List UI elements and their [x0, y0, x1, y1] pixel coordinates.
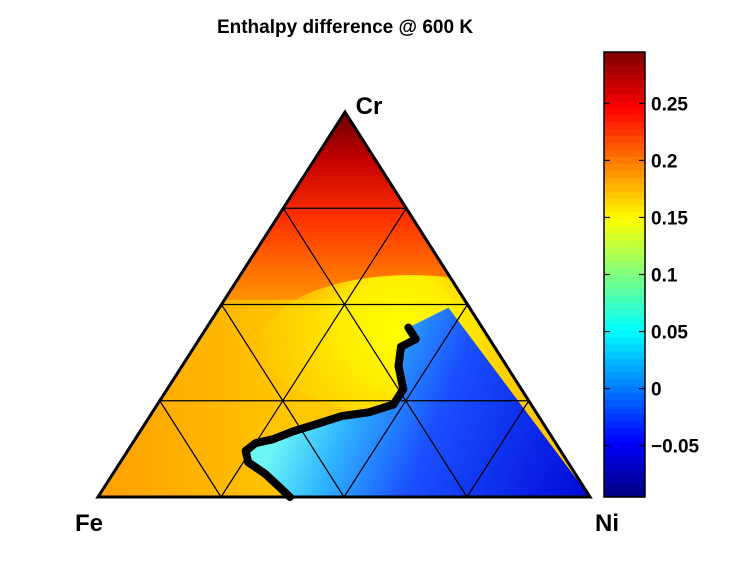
colorbar-strip: [604, 100, 645, 109]
colorbar-strip: [604, 72, 645, 81]
colorbar-strip: [604, 58, 645, 67]
colorbar-strip: [604, 135, 645, 143]
colorbar-strip: [604, 79, 645, 88]
colorbar-tick-label: 0: [651, 380, 662, 401]
grid-line-ni: [466, 400, 530, 498]
colorbar-strip: [604, 260, 645, 269]
colorbar-strip: [604, 114, 645, 123]
grid-line-fe: [159, 400, 222, 498]
zero-contour-line: [241, 323, 420, 501]
colorbar-tick-label: 0.25: [651, 94, 688, 115]
colorbar-strip: [604, 441, 645, 449]
colorbar-strip: [604, 121, 645, 130]
colorbar-strip: [604, 128, 645, 137]
colorbar-strip: [604, 462, 645, 470]
grid-line-fe: [220, 304, 345, 498]
colorbar-strip: [604, 309, 645, 317]
colorbar-strip: [604, 170, 645, 178]
colorbar-strip: [604, 302, 645, 310]
colorbar-strip: [604, 364, 645, 373]
vertex-label-ni: Ni: [595, 510, 619, 537]
colorbar-strip: [604, 295, 645, 303]
colorbar-ticks: 0.25 0.2 0.15 0.1 0.05 0 −0.05: [604, 94, 700, 458]
colorbar-strip: [604, 399, 645, 408]
colorbar-strip: [604, 232, 645, 241]
colorbar-strip: [604, 198, 645, 206]
colorbar-strips: [604, 52, 645, 498]
colorbar-strip: [604, 420, 645, 429]
negative-region: [245, 307, 590, 497]
colorbar-strip: [604, 184, 645, 192]
colorbar-strip: [604, 288, 645, 296]
colorbar-strip: [604, 86, 645, 95]
grid-line-ni: [343, 304, 469, 498]
colorbar-strip: [604, 267, 645, 276]
colorbar-strip: [604, 191, 645, 199]
colorbar-strip: [604, 156, 645, 164]
colorbar-strip: [604, 455, 645, 463]
colorbar-strip: [604, 357, 645, 366]
grid-line-fe: [282, 207, 468, 498]
colorbar-strip: [604, 107, 645, 116]
ternary-grid: [159, 207, 530, 498]
colorbar-strip: [604, 350, 645, 359]
colorbar-strip: [604, 52, 645, 60]
colorbar: 0.25 0.2 0.15 0.1 0.05 0 −0.05: [603, 51, 700, 498]
colorbar-strip: [604, 378, 645, 387]
colorbar-strip: [604, 469, 645, 477]
colorbar-tick-label: −0.05: [651, 437, 700, 458]
colorbar-strip: [604, 476, 645, 484]
colorbar-strip: [604, 163, 645, 171]
colorbar-strip: [604, 371, 645, 380]
colorbar-strip: [604, 316, 645, 324]
triangle-outline: [95, 109, 593, 499]
colorbar-strip: [604, 392, 645, 401]
colorbar-strip: [604, 253, 645, 262]
colorbar-strip: [604, 427, 645, 436]
colorbar-strip: [604, 448, 645, 456]
colorbar-strip: [604, 177, 645, 185]
colorbar-strip: [604, 344, 645, 352]
colorbar-strip: [604, 413, 645, 422]
colorbar-strip: [604, 281, 645, 290]
colorbar-strip: [604, 142, 645, 150]
colorbar-strip: [604, 239, 645, 248]
colorbar-strip: [604, 490, 645, 498]
colorbar-strip: [604, 204, 645, 213]
colorbar-tick-label: 0.15: [651, 208, 688, 229]
colorbar-strip: [604, 65, 645, 74]
colorbar-strip: [604, 246, 645, 255]
chart-title: Enthalpy difference @ 600 K: [217, 17, 473, 38]
heatmap-field: [98, 112, 590, 497]
colorbar-strip: [604, 385, 645, 394]
vertex-label-fe: Fe: [75, 510, 103, 537]
colorbar-strip: [604, 149, 645, 157]
colorbar-strip: [604, 337, 645, 345]
colorbar-strip: [604, 274, 645, 283]
colorbar-strip: [604, 434, 645, 442]
colorbar-strip: [604, 406, 645, 415]
field-upper: [98, 112, 590, 300]
colorbar-strip: [604, 93, 645, 102]
colorbar-tick-label: 0.05: [651, 323, 688, 344]
colorbar-strip: [604, 225, 645, 234]
colorbar-tick-label: 0.1: [651, 266, 678, 287]
vertex-label-cr: Cr: [356, 93, 383, 120]
colorbar-tick-label: 0.2: [651, 151, 677, 172]
colorbar-strip: [604, 330, 645, 338]
colorbar-strip: [604, 323, 645, 331]
colorbar-strip: [604, 211, 645, 220]
colorbar-strip: [604, 218, 645, 227]
colorbar-strip: [604, 483, 645, 491]
